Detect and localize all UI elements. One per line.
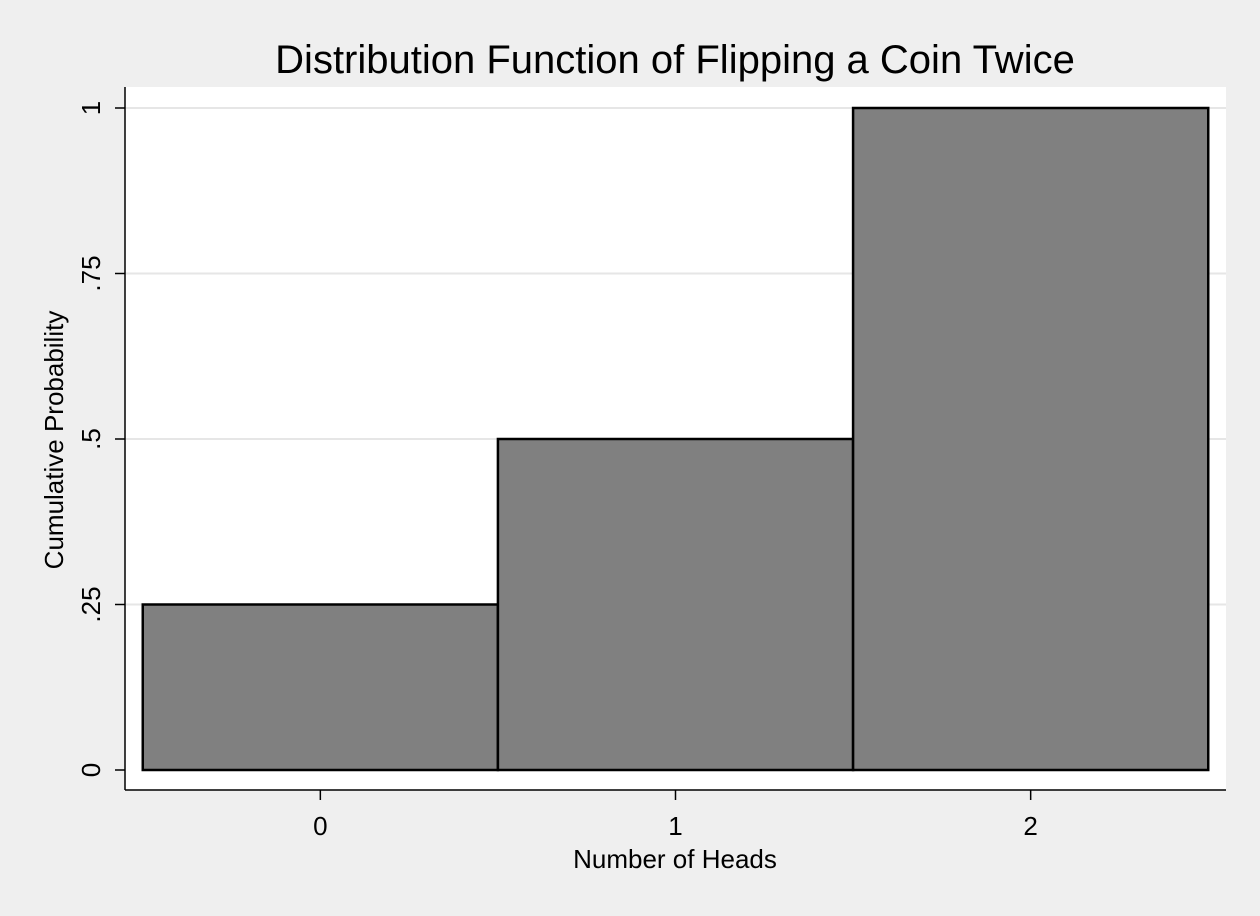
y-tick-label: 1 [76,101,106,115]
y-tick-label: 0 [76,763,106,777]
bar-2 [851,106,1210,772]
x-tick-label: 0 [313,811,327,841]
chart-title: Distribution Function of Flipping a Coin… [275,38,1075,82]
x-tick-label: 2 [1023,811,1037,841]
bar-0 [141,603,500,772]
y-tick-label: .25 [76,586,106,622]
y-ticks: 0 .25 .5 .75 1 [76,101,125,777]
bar-1 [496,437,855,772]
y-tick-label: .75 [76,255,106,291]
y-tick-label: .5 [76,428,106,450]
y-axis-label: Cumulative Probability [39,311,69,570]
x-axis-label: Number of Heads [573,844,777,874]
x-tick-label: 1 [668,811,682,841]
bars [141,106,1210,772]
x-ticks: 0 1 2 [313,790,1038,841]
